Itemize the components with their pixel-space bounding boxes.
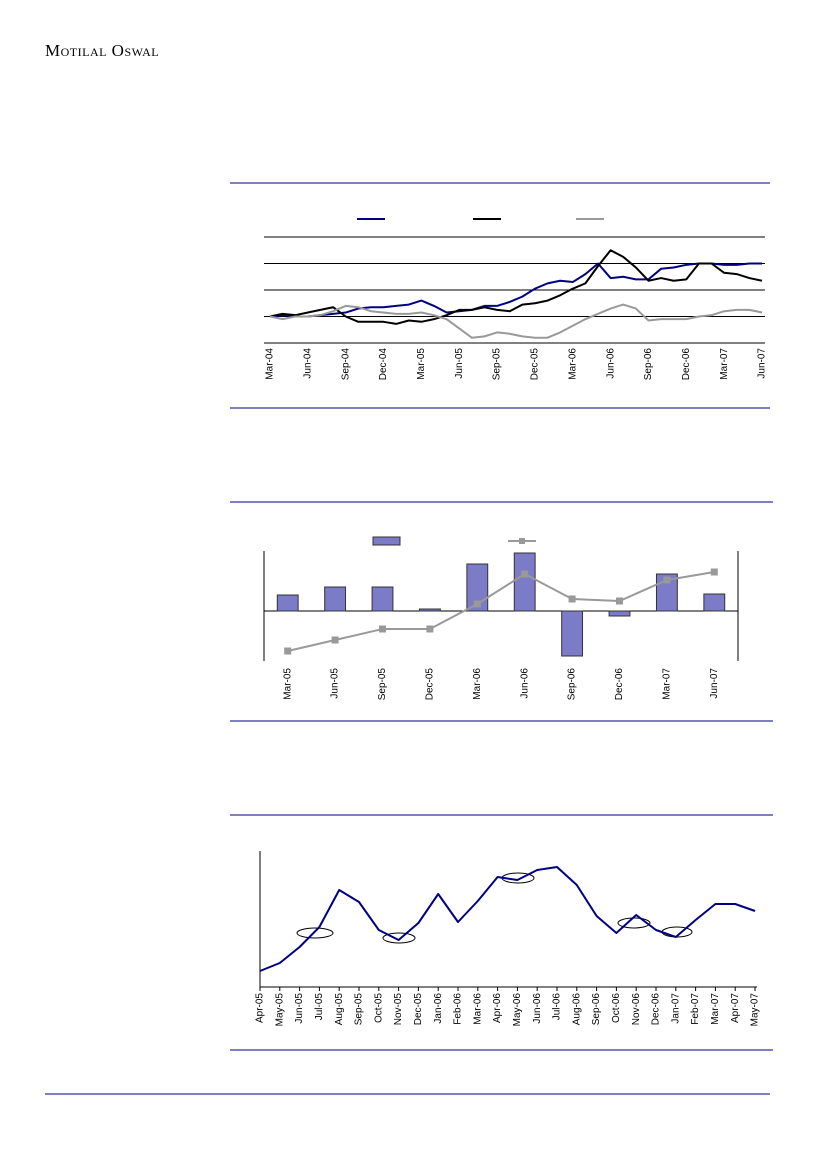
x-tick-label: Dec-06 <box>651 993 662 1026</box>
x-tick-label: Oct-05 <box>373 993 384 1023</box>
x-tick-label: Apr-06 <box>492 993 503 1023</box>
x-tick-label: Jun-05 <box>294 993 305 1024</box>
x-tick-label: Dec-05 <box>413 993 424 1026</box>
x-tick-label: Oct-06 <box>611 993 622 1023</box>
x-tick-label: Sep-04 <box>340 348 351 381</box>
x-tick-label: Apr-07 <box>730 993 741 1023</box>
x-tick-label: Dec-06 <box>681 348 692 381</box>
x-tick-label: Dec-05 <box>425 668 436 701</box>
series-line <box>287 571 715 652</box>
x-tick-label: Jun-07 <box>757 348 768 379</box>
line-marker <box>568 595 576 603</box>
x-tick-label: Jun-04 <box>302 348 313 379</box>
x-tick-label: Mar-06 <box>472 993 483 1025</box>
x-tick-label: Jun-06 <box>605 348 616 379</box>
x-tick-label: Nov-05 <box>393 993 404 1026</box>
line-marker <box>331 636 339 644</box>
x-tick-label: Mar-07 <box>710 993 721 1025</box>
x-tick-label: Jul-05 <box>314 993 325 1021</box>
x-tick-label: Jan-07 <box>670 993 681 1024</box>
bar <box>418 608 441 612</box>
x-tick-label: Jul-06 <box>552 993 563 1021</box>
x-tick-label: Jun-07 <box>709 668 720 699</box>
line-marker <box>710 568 718 576</box>
line-marker <box>379 625 386 633</box>
x-tick-label: May-06 <box>512 993 523 1027</box>
bar <box>608 610 631 617</box>
x-tick-label: Aug-05 <box>334 993 345 1026</box>
x-tick-label: Mar-05 <box>282 668 293 700</box>
line-marker <box>426 625 434 633</box>
x-tick-label: Jun-05 <box>330 668 341 699</box>
series-line <box>269 303 763 339</box>
annotation-ellipse <box>382 932 416 944</box>
x-tick-label: May-07 <box>750 993 761 1027</box>
x-tick-label: Sep-05 <box>492 348 503 381</box>
x-tick-label: Mar-05 <box>416 348 427 380</box>
series-line <box>269 249 763 325</box>
x-tick-label: Sep-06 <box>643 348 654 381</box>
line-marker <box>663 576 671 584</box>
bar <box>324 586 347 612</box>
x-tick-label: Sep-05 <box>354 993 365 1026</box>
series-line <box>259 866 756 972</box>
x-tick-label: Dec-06 <box>614 668 625 701</box>
x-tick-label: Feb-07 <box>690 993 701 1025</box>
x-tick-label: Feb-06 <box>453 993 464 1025</box>
x-tick-label: Mar-07 <box>719 348 730 380</box>
x-tick-label: Dec-05 <box>530 348 541 381</box>
x-tick-label: Sep-06 <box>567 668 578 701</box>
x-tick-label: Jun-05 <box>454 348 465 379</box>
legend-swatch <box>519 538 525 544</box>
bar <box>466 563 489 612</box>
legend-swatch <box>372 536 401 546</box>
x-tick-label: Mar-06 <box>472 668 483 700</box>
x-tick-label: Sep-05 <box>377 668 388 701</box>
annotation-ellipse <box>296 927 334 939</box>
x-tick-label: Jun-06 <box>532 993 543 1024</box>
x-tick-label: Mar-04 <box>265 348 276 380</box>
x-tick-label: Nov-06 <box>631 993 642 1026</box>
x-tick-label: Apr-05 <box>255 993 266 1023</box>
line-marker <box>284 647 292 655</box>
x-tick-label: Aug-06 <box>571 993 582 1026</box>
bar <box>703 593 726 612</box>
bar <box>561 610 584 657</box>
line-marker <box>473 600 481 608</box>
bar <box>276 594 299 612</box>
line-marker <box>616 597 623 605</box>
bar <box>513 552 536 612</box>
line-marker <box>521 570 529 578</box>
x-tick-label: Sep-06 <box>591 993 602 1026</box>
series-line <box>269 262 762 318</box>
x-tick-label: Jun-06 <box>519 668 530 699</box>
bar <box>371 586 394 612</box>
x-tick-label: Mar-06 <box>567 348 578 380</box>
brand: Motilal Oswal <box>45 41 159 60</box>
x-tick-label: Jan-06 <box>433 993 444 1024</box>
x-tick-label: Dec-04 <box>378 348 389 381</box>
x-tick-label: Mar-07 <box>662 668 673 700</box>
x-tick-label: May-05 <box>274 993 285 1027</box>
